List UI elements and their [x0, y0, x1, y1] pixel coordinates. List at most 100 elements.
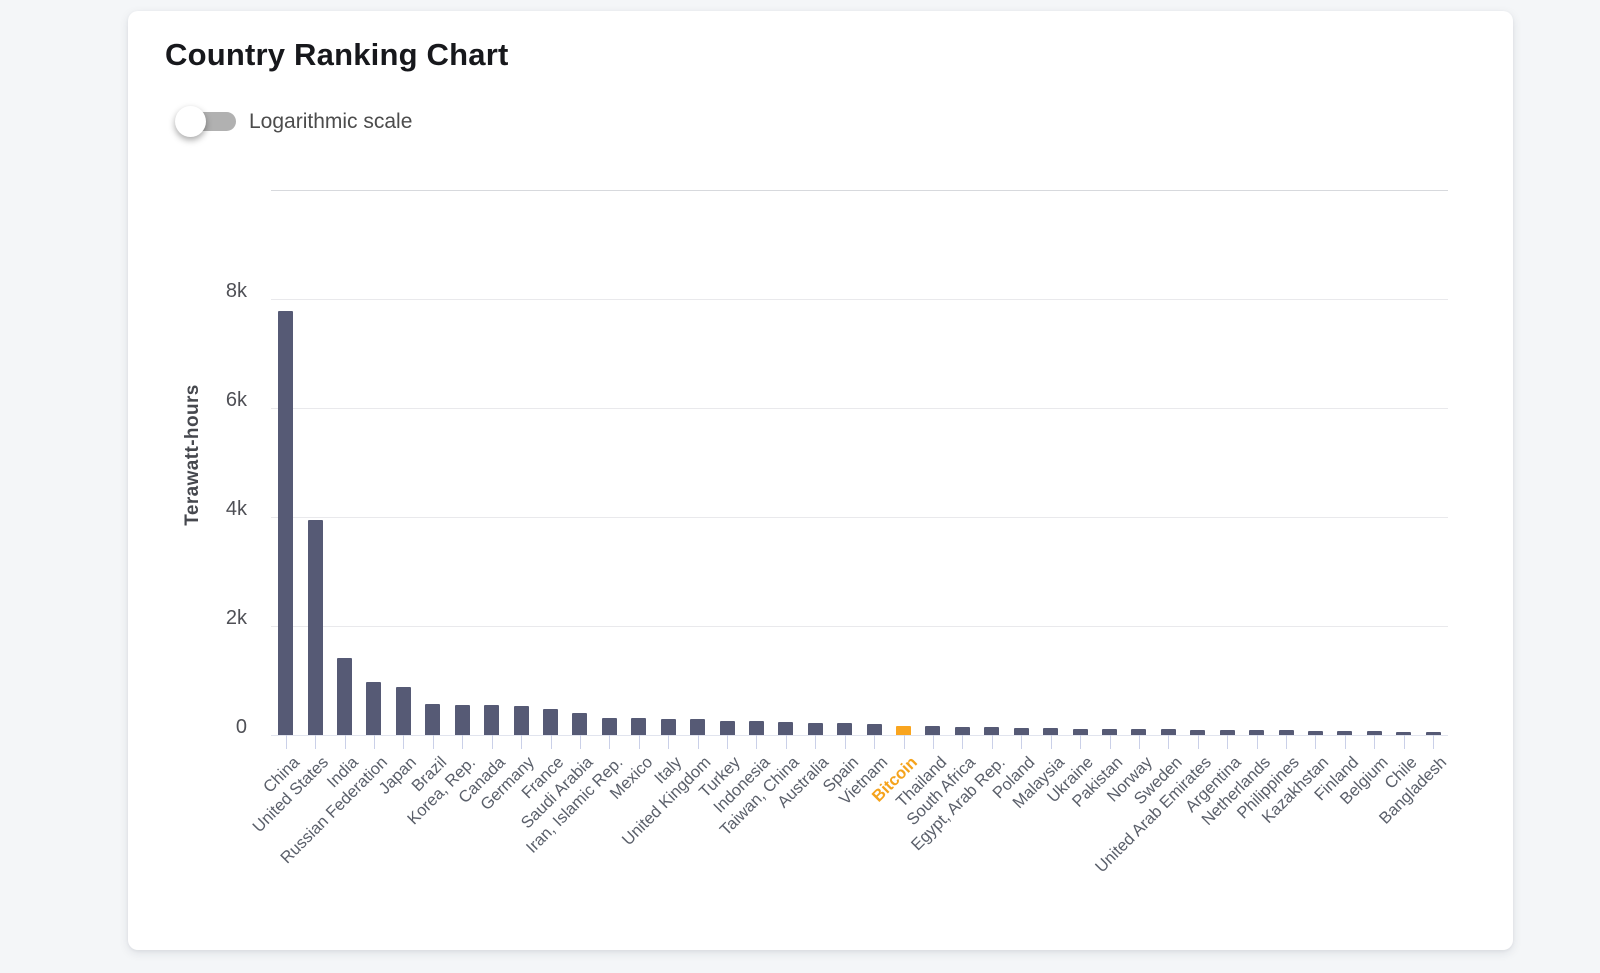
bar-china[interactable]: [278, 311, 294, 735]
bar-column-finland: Finland: [1311, 190, 1362, 804]
country-ranking-card: Country Ranking Chart Logarithmic scale …: [128, 11, 1513, 950]
bar-brazil[interactable]: [425, 703, 441, 735]
bar-sweden[interactable]: [1160, 729, 1176, 735]
bar-column-brazil: Brazil: [408, 190, 450, 795]
gridline-2000: [271, 626, 1448, 627]
bar-mexico[interactable]: [631, 718, 647, 735]
x-axis-tick: [1021, 735, 1023, 749]
bar-column-kazakhstan: Kazakhstan: [1259, 190, 1333, 827]
bars-container: China United States India Russian Federatio…: [249, 190, 1450, 876]
bar-taiwan-china[interactable]: [778, 721, 794, 735]
x-axis-tick: [785, 735, 787, 749]
x-axis-tick: [1403, 735, 1405, 749]
x-axis-tick: [1433, 735, 1435, 749]
bar-column-sweden: Sweden: [1130, 190, 1185, 808]
x-axis-tick: [403, 735, 405, 749]
gridline-8000: [271, 299, 1448, 300]
x-axis-tick: [1286, 735, 1288, 749]
bar-column-belgium: Belgium: [1336, 190, 1391, 808]
bar-norway[interactable]: [1131, 729, 1147, 735]
bar-column-malaysia: Malaysia: [1009, 190, 1068, 812]
bar-germany[interactable]: [513, 706, 529, 735]
bar-column-saudi-arabia: Saudi Arabia: [518, 190, 597, 832]
bar-canada[interactable]: [484, 705, 500, 735]
x-axis-tick: [962, 735, 964, 749]
bar-column-bitcoin: Bitcoin: [868, 190, 921, 806]
page-title: Country Ranking Chart: [165, 37, 509, 72]
bar-egypt-arab-rep[interactable]: [984, 727, 1000, 735]
bar-column-egypt-arab-rep: Egypt, Arab Rep.: [908, 190, 1009, 854]
bar-poland[interactable]: [1013, 727, 1029, 735]
bar-chile[interactable]: [1396, 731, 1412, 735]
bar-turkey[interactable]: [719, 720, 735, 735]
x-axis-tick: [1168, 735, 1170, 749]
bar-column-italy: Italy: [651, 190, 685, 787]
bar-saudi-arabia[interactable]: [572, 712, 588, 735]
bar-france[interactable]: [543, 708, 558, 735]
x-axis-tick: [432, 735, 434, 749]
x-axis-tick: [1315, 735, 1317, 749]
bar-column-vietnam: Vietnam: [836, 190, 891, 809]
bar-iran-islamic-rep[interactable]: [601, 717, 617, 735]
bar-philippines[interactable]: [1278, 730, 1294, 735]
bar-column-canada: Canada: [455, 190, 509, 807]
x-axis-tick: [668, 735, 670, 749]
bar-column-norway: Norway: [1104, 190, 1156, 806]
bar-column-philippines: Philippines: [1234, 190, 1303, 822]
x-axis-tick: [550, 735, 552, 749]
bar-australia[interactable]: [807, 722, 823, 735]
x-axis-tick: [521, 735, 523, 749]
bar-malaysia[interactable]: [1043, 728, 1059, 735]
bar-column-japan: Japan: [376, 190, 420, 798]
bar-kazakhstan[interactable]: [1307, 730, 1323, 735]
bar-united-kingdom[interactable]: [690, 719, 706, 735]
bar-belgium[interactable]: [1366, 731, 1382, 735]
toggle-knob-icon: [175, 106, 206, 137]
bar-column-chile: Chile: [1381, 190, 1421, 793]
x-axis-tick: [1197, 735, 1199, 749]
bar-russian-federation[interactable]: [366, 681, 382, 735]
bar-italy[interactable]: [660, 718, 676, 735]
bar-south-africa[interactable]: [954, 726, 970, 735]
bar-column-poland: Poland: [989, 190, 1038, 802]
x-axis-tick: [609, 735, 611, 749]
x-axis-tick: [844, 735, 846, 749]
x-axis-tick: [315, 735, 317, 749]
gridline-0: [271, 735, 1448, 736]
bar-column-india: India: [324, 190, 362, 791]
x-axis-tick: [373, 735, 375, 749]
x-axis-tick: [491, 735, 493, 749]
bar-column-united-kingdom: United Kingdom: [619, 190, 715, 849]
y-tick-label-6k: 6k: [225, 389, 247, 411]
bar-united-states[interactable]: [307, 519, 323, 735]
bar-spain[interactable]: [837, 723, 853, 735]
bar-japan[interactable]: [395, 686, 411, 735]
bar-vietnam[interactable]: [866, 723, 882, 735]
bar-finland[interactable]: [1337, 730, 1353, 735]
log-scale-toggle[interactable]: [175, 106, 236, 137]
bar-korea-rep[interactable]: [454, 705, 470, 735]
log-scale-toggle-label: Logarithmic scale: [249, 109, 413, 133]
bar-column-netherlands: Netherlands: [1198, 190, 1274, 829]
bar-india[interactable]: [337, 657, 353, 735]
bar-column-germany: Germany: [477, 190, 538, 814]
x-axis-tick: [756, 735, 758, 749]
bar-united-arab-emirates[interactable]: [1190, 729, 1206, 735]
y-tick-label-4k: 4k: [225, 498, 247, 520]
x-axis-tick: [815, 735, 817, 749]
x-axis-tick: [462, 735, 464, 749]
bar-bitcoin[interactable]: [896, 725, 912, 735]
bar-pakistan[interactable]: [1102, 728, 1118, 735]
bar-ukraine[interactable]: [1072, 728, 1088, 735]
bar-column-korea-rep: Korea, Rep.: [404, 190, 479, 828]
bar-bangladesh[interactable]: [1425, 731, 1441, 735]
bar-indonesia[interactable]: [748, 721, 764, 735]
x-axis-tick: [1138, 735, 1140, 749]
bar-column-spain: Spain: [819, 190, 862, 796]
gridline-10000: [271, 190, 1448, 191]
bar-netherlands[interactable]: [1249, 730, 1265, 735]
bar-argentina[interactable]: [1219, 729, 1235, 735]
bar-thailand[interactable]: [925, 726, 941, 735]
bar-column-russian-federation: Russian Federation: [277, 190, 391, 867]
x-axis-tick: [1344, 735, 1346, 749]
